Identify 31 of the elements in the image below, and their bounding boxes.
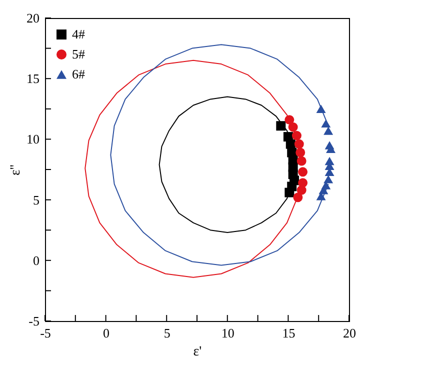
point xyxy=(293,192,303,202)
point xyxy=(324,126,334,135)
y-tick-label: -5 xyxy=(28,314,40,328)
y-tick-label: 15 xyxy=(26,71,40,86)
point xyxy=(292,130,302,140)
point xyxy=(321,119,331,128)
x-tick-label: 20 xyxy=(343,326,356,340)
x-tick-label: 10 xyxy=(221,326,234,340)
x-tick-label: 15 xyxy=(282,326,296,340)
point xyxy=(276,121,286,131)
point xyxy=(316,104,326,114)
point xyxy=(298,167,308,177)
y-tick-label: 5 xyxy=(33,192,40,208)
legend-label: 5# xyxy=(72,46,86,62)
legend-label: 4# xyxy=(72,26,86,42)
y-tick-label: 10 xyxy=(26,132,40,147)
point xyxy=(296,148,306,158)
legend-label: 6# xyxy=(72,66,86,82)
point xyxy=(284,188,294,198)
point xyxy=(296,156,306,166)
point xyxy=(294,139,304,149)
point xyxy=(324,175,334,184)
point xyxy=(284,115,294,125)
y-axis-title: ε'' xyxy=(8,164,24,176)
x-tick-label: 0 xyxy=(103,326,110,340)
x-tick-label: 5 xyxy=(164,326,170,340)
x-axis-title: ε' xyxy=(193,344,202,360)
point xyxy=(288,122,298,132)
y-tick-label: 0 xyxy=(33,252,40,268)
point xyxy=(296,185,306,195)
y-tick-label: 20 xyxy=(26,10,40,26)
